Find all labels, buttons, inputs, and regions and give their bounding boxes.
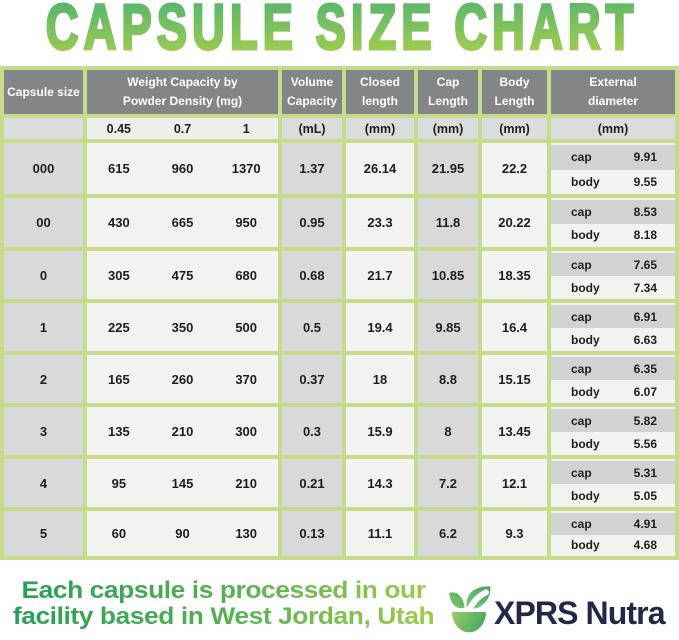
svg-text:CAPSULE SIZE CHART: CAPSULE SIZE CHART: [46, 0, 639, 60]
